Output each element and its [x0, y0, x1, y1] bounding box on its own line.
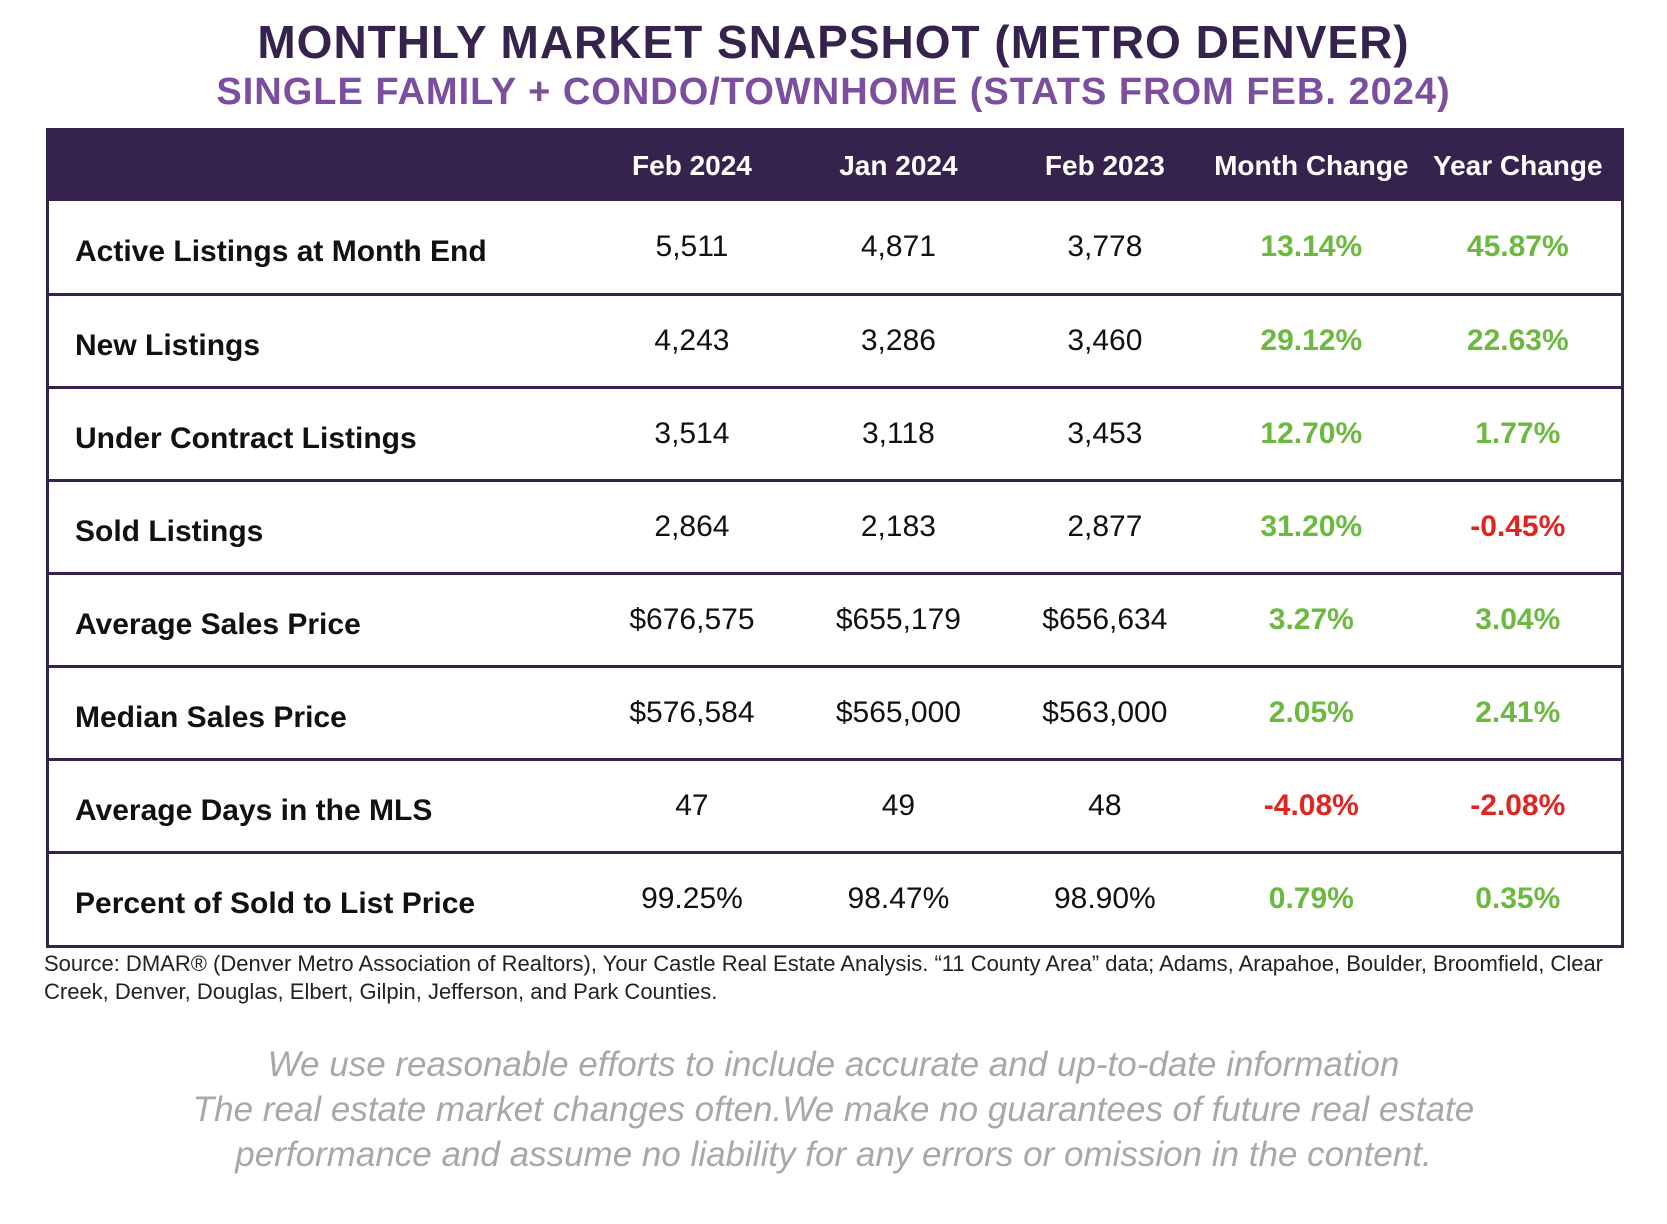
market-stats-table: Feb 2024 Jan 2024 Feb 2023 Month Change …: [46, 128, 1624, 948]
cell-jan-2024: 3,286: [860, 323, 936, 357]
header-feb-2023: Feb 2023: [1044, 150, 1165, 181]
cell-feb-2023: 3,460: [1067, 323, 1143, 357]
table-row: Sold Listings 2,864 2,183 2,877 31.20% -…: [49, 480, 1621, 573]
header-metric: [49, 131, 589, 201]
cell-feb-2024: 5,511: [655, 229, 729, 263]
header-feb-2024: Feb 2024: [632, 150, 752, 181]
cell-feb-2023: 3,778: [1067, 229, 1143, 263]
cell-feb-2023: $656,634: [1042, 602, 1168, 636]
cell-feb-2023: 98.90%: [1053, 882, 1156, 916]
page-title: MONTHLY MARKET SNAPSHOT (METRO DENVER): [257, 16, 1410, 68]
table-header-row: Feb 2024 Jan 2024 Feb 2023 Month Change …: [49, 131, 1621, 201]
cell-jan-2024: 98.47%: [847, 882, 950, 916]
cell-month-change: 29.12%: [1260, 323, 1363, 357]
cell-month-change: -4.08%: [1263, 788, 1359, 822]
cell-year-change: -2.08%: [1470, 788, 1566, 822]
table-row: Percent of Sold to List Price 99.25% 98.…: [49, 852, 1621, 945]
cell-year-change: 0.35%: [1475, 882, 1561, 916]
cell-feb-2024: 99.25%: [641, 882, 743, 916]
cell-year-change: 3.04%: [1475, 602, 1561, 636]
cell-year-change: 45.87%: [1466, 229, 1569, 263]
cell-jan-2024: $655,179: [835, 602, 961, 636]
metric-label: Under Contract Listings: [75, 421, 417, 455]
cell-feb-2024: 2,864: [654, 509, 730, 543]
header-month-change: Month Change: [1214, 150, 1409, 181]
table-row: Median Sales Price $576,584 $565,000 $56…: [49, 666, 1621, 759]
metric-label: Average Sales Price: [75, 607, 361, 641]
cell-feb-2024: 3,514: [654, 416, 730, 450]
cell-month-change: 12.70%: [1260, 416, 1363, 450]
source-note: Source: DMAR® (Denver Metro Association …: [44, 951, 1604, 1004]
table-row: Active Listings at Month End 5,511 4,871…: [49, 201, 1621, 294]
cell-year-change: 22.63%: [1466, 323, 1569, 357]
cell-jan-2024: 2,183: [860, 509, 936, 543]
disclaimer-line: The real estate market changes often.We …: [192, 1090, 1475, 1129]
metric-label: Median Sales Price: [75, 700, 347, 734]
metric-label: New Listings: [75, 328, 261, 362]
cell-feb-2024: $576,584: [629, 695, 755, 729]
metric-label: Active Listings at Month End: [75, 234, 487, 268]
metric-label: Percent of Sold to List Price: [75, 887, 476, 921]
table-row: Under Contract Listings 3,514 3,118 3,45…: [49, 387, 1621, 480]
cell-jan-2024: 49: [881, 788, 916, 822]
metric-label: Sold Listings: [75, 514, 264, 548]
header-jan-2024: Jan 2024: [839, 150, 958, 181]
metric-label: Average Days in the MLS: [75, 793, 433, 827]
cell-year-change: 2.41%: [1475, 695, 1561, 729]
cell-month-change: 0.79%: [1268, 882, 1354, 916]
cell-jan-2024: 3,118: [861, 416, 935, 450]
cell-month-change: 3.27%: [1268, 602, 1354, 636]
table-row: New Listings 4,243 3,286 3,460 29.12% 22…: [49, 294, 1621, 387]
cell-jan-2024: $565,000: [835, 695, 961, 729]
cell-feb-2023: 48: [1088, 788, 1122, 822]
cell-feb-2024: $676,575: [629, 602, 755, 636]
disclaimer-line: performance and assume no liability for …: [235, 1135, 1432, 1174]
header-year-change: Year Change: [1432, 150, 1603, 181]
cell-month-change: 31.20%: [1260, 509, 1363, 543]
disclaimer-line: We use reasonable efforts to include acc…: [267, 1045, 1400, 1084]
cell-month-change: 13.14%: [1260, 229, 1363, 263]
cell-feb-2024: 4,243: [654, 323, 730, 357]
cell-year-change: 1.77%: [1475, 416, 1561, 450]
cell-month-change: 2.05%: [1268, 695, 1354, 729]
disclaimer: We use reasonable efforts to include acc…: [0, 1042, 1667, 1177]
cell-jan-2024: 4,871: [860, 229, 936, 263]
table-row: Average Days in the MLS 47 49 48 -4.08% …: [49, 759, 1621, 852]
cell-feb-2023: 2,877: [1067, 509, 1143, 543]
cell-year-change: -0.45%: [1470, 509, 1566, 543]
table-row: Average Sales Price $676,575 $655,179 $6…: [49, 573, 1621, 666]
page-subtitle: SINGLE FAMILY + CONDO/TOWNHOME (STATS FR…: [216, 71, 1451, 113]
cell-feb-2024: 47: [675, 788, 709, 822]
cell-feb-2023: $563,000: [1042, 695, 1168, 729]
cell-feb-2023: 3,453: [1067, 416, 1143, 450]
